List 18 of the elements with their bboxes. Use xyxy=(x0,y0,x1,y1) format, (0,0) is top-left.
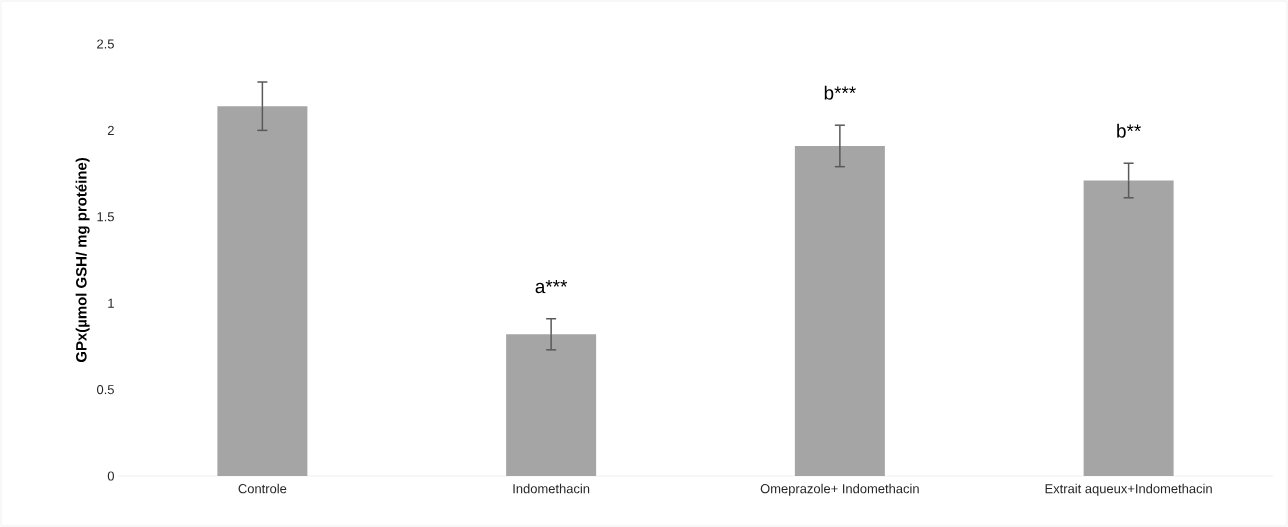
bar xyxy=(506,334,597,476)
x-tick-label: Indomethacin xyxy=(513,483,590,494)
x-tick-label: Extrait aqueux+Indomethacin xyxy=(1045,483,1212,496)
x-tick-label: Omeprazole+ Indomethacin xyxy=(760,483,919,496)
annotation: b** xyxy=(1117,123,1141,138)
y-tick-label: 1 xyxy=(108,298,114,308)
annotation: a*** xyxy=(535,280,568,294)
y-tick-label: 1.5 xyxy=(97,212,114,222)
bar xyxy=(217,106,308,476)
y-tick-label: 2 xyxy=(107,125,114,135)
x-tick-label: Controle xyxy=(238,483,287,494)
bar xyxy=(1083,180,1174,476)
y-tick-label: 0.5 xyxy=(96,385,114,395)
y-axis-title: GPx(µmol GSH/ mg protéine) xyxy=(75,158,90,363)
annotation: b*** xyxy=(824,85,856,100)
y-tick-label: 2.5 xyxy=(97,39,114,49)
y-tick-label: 0 xyxy=(107,471,114,481)
bar xyxy=(794,145,885,476)
